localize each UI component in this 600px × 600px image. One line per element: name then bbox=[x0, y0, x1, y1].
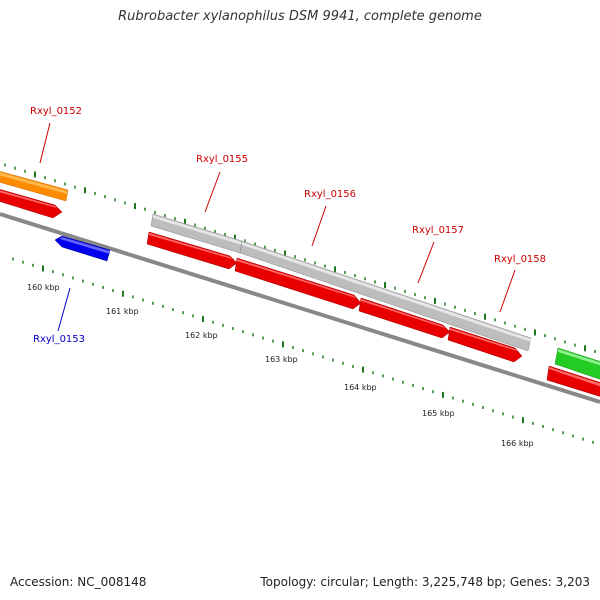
feature-grey-2-highlight bbox=[242, 242, 531, 342]
kbp-label-161: 161 kbp bbox=[106, 307, 139, 316]
genome-backbone bbox=[0, 212, 600, 404]
gene-label-rxyl-0153[interactable]: Rxyl_0153 bbox=[33, 334, 85, 345]
inner-tick-marks bbox=[12, 257, 594, 444]
gene-label-rxyl-0155[interactable]: Rxyl_0155 bbox=[196, 154, 248, 165]
kbp-label-162: 162 kbp bbox=[185, 331, 218, 340]
kbp-label-164: 164 kbp bbox=[344, 383, 377, 392]
feature-green[interactable] bbox=[554, 347, 600, 381]
kbp-label-163: 163 kbp bbox=[265, 355, 298, 364]
feature-green-highlight bbox=[558, 349, 600, 366]
feature-red-6[interactable] bbox=[546, 365, 600, 398]
kbp-label-166: 166 kbp bbox=[501, 439, 534, 448]
outer-tick-marks bbox=[4, 163, 596, 353]
label-leader-lines bbox=[39, 122, 516, 332]
feature-grey-1-highlight bbox=[153, 215, 242, 245]
kbp-labels: 160 kbp 161 kbp 162 kbp 163 kbp 164 kbp … bbox=[27, 283, 534, 448]
feature-red-5-highlight bbox=[450, 328, 517, 351]
feature-red-6-highlight bbox=[549, 367, 600, 387]
feature-red-1-highlight bbox=[0, 190, 57, 208]
feature-blue[interactable] bbox=[54, 235, 111, 262]
gene-label-rxyl-0157[interactable]: Rxyl_0157 bbox=[412, 225, 464, 236]
gene-label-rxyl-0156[interactable]: Rxyl_0156 bbox=[304, 189, 356, 200]
feature-red-3-highlight bbox=[237, 259, 356, 298]
gene-label-rxyl-0158[interactable]: Rxyl_0158 bbox=[494, 254, 546, 265]
feature-blue-highlight bbox=[60, 237, 110, 254]
feature-red-4-highlight bbox=[361, 299, 445, 328]
feature-track bbox=[0, 171, 600, 398]
topology-summary-text: Topology: circular; Length: 3,225,748 bp… bbox=[260, 575, 590, 589]
gene-label-rxyl-0152[interactable]: Rxyl_0152 bbox=[30, 106, 82, 117]
kbp-label-165: 165 kbp bbox=[422, 409, 455, 418]
feature-red-2[interactable] bbox=[146, 231, 238, 270]
kbp-label-160: 160 kbp bbox=[27, 283, 60, 292]
feature-red-4[interactable] bbox=[358, 297, 451, 339]
map-title: Rubrobacter xylanophilus DSM 9941, compl… bbox=[118, 9, 482, 24]
feature-orange-highlight bbox=[0, 172, 67, 194]
feature-red-5[interactable] bbox=[447, 326, 523, 363]
feature-red-3[interactable] bbox=[234, 257, 362, 310]
feature-red-2-highlight bbox=[149, 233, 232, 259]
gene-labels: Rxyl_0152 Rxyl_0153 Rxyl_0155 Rxyl_0156 … bbox=[30, 106, 546, 345]
accession-text: Accession: NC_008148 bbox=[10, 575, 147, 589]
